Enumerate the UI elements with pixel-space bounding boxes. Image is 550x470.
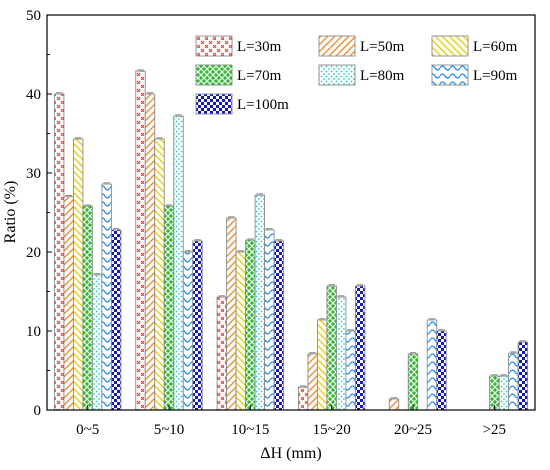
legend-swatch xyxy=(431,64,469,86)
bar xyxy=(489,375,500,411)
x-axis-title: ΔH (mm) xyxy=(260,445,321,462)
y-tick-label: 20 xyxy=(26,245,41,261)
bar xyxy=(426,319,438,411)
bar xyxy=(235,251,247,411)
x-tick-label: 5~10 xyxy=(154,422,185,438)
bar xyxy=(345,330,356,411)
bar xyxy=(182,251,194,411)
x-axis: 0~5 5~10 10~15 15~20 20~25 >25 xyxy=(76,405,506,438)
legend-label: L=30m xyxy=(237,39,282,55)
bar xyxy=(173,115,184,411)
bar xyxy=(135,70,146,411)
bar xyxy=(354,285,366,411)
legend-swatch xyxy=(195,64,233,86)
bar xyxy=(154,138,165,411)
bars-layer xyxy=(53,69,529,411)
bar xyxy=(91,274,103,411)
bar xyxy=(216,296,228,411)
bar xyxy=(101,183,112,411)
bar xyxy=(498,375,510,411)
y-tick-label: 40 xyxy=(26,87,41,103)
bar xyxy=(407,353,419,411)
bar xyxy=(82,205,93,411)
y-tick-label: 50 xyxy=(26,8,41,24)
bar xyxy=(508,352,519,411)
x-tick-label: 20~25 xyxy=(394,422,432,438)
bar xyxy=(226,217,237,411)
bar xyxy=(307,353,318,411)
bar xyxy=(316,319,328,411)
legend-label: L=50m xyxy=(360,39,405,55)
legend-swatch xyxy=(195,93,233,115)
legend-swatch xyxy=(318,64,356,86)
legend-swatch xyxy=(195,35,233,57)
bar xyxy=(192,240,203,411)
bar xyxy=(297,386,309,411)
legend-label: L=80m xyxy=(360,68,405,84)
legend-label: L=90m xyxy=(473,68,518,84)
bar xyxy=(335,296,347,411)
bar xyxy=(388,398,400,411)
y-axis: 0 10 20 30 40 50 xyxy=(26,8,52,419)
bar xyxy=(517,341,529,411)
bar xyxy=(264,229,275,411)
bar xyxy=(53,93,65,411)
bar xyxy=(245,239,256,411)
x-tick-label: 15~20 xyxy=(313,422,351,438)
bar xyxy=(63,196,74,411)
legend-swatch xyxy=(318,35,356,57)
y-tick-label: 0 xyxy=(34,403,42,419)
legend-label: L=100m xyxy=(237,97,289,113)
x-tick-label: >25 xyxy=(483,422,506,438)
bar xyxy=(163,205,175,411)
bar xyxy=(273,240,285,411)
bar xyxy=(110,229,122,411)
bar xyxy=(144,93,156,411)
x-tick-label: 0~5 xyxy=(76,422,99,438)
legend-swatch xyxy=(431,35,469,57)
bar xyxy=(254,194,266,411)
y-axis-title: Ratio (%) xyxy=(2,181,19,244)
bar xyxy=(326,285,337,411)
bar xyxy=(72,138,84,411)
legend-label: L=70m xyxy=(237,68,282,84)
legend: L=30m L=50m L=60m L=70m L=80m L=90m L=100m xyxy=(195,35,518,115)
x-tick-label: 10~15 xyxy=(231,422,269,438)
y-tick-label: 10 xyxy=(26,324,41,340)
y-tick-label: 30 xyxy=(26,166,41,182)
legend-label: L=60m xyxy=(473,39,518,55)
bar xyxy=(436,330,447,411)
